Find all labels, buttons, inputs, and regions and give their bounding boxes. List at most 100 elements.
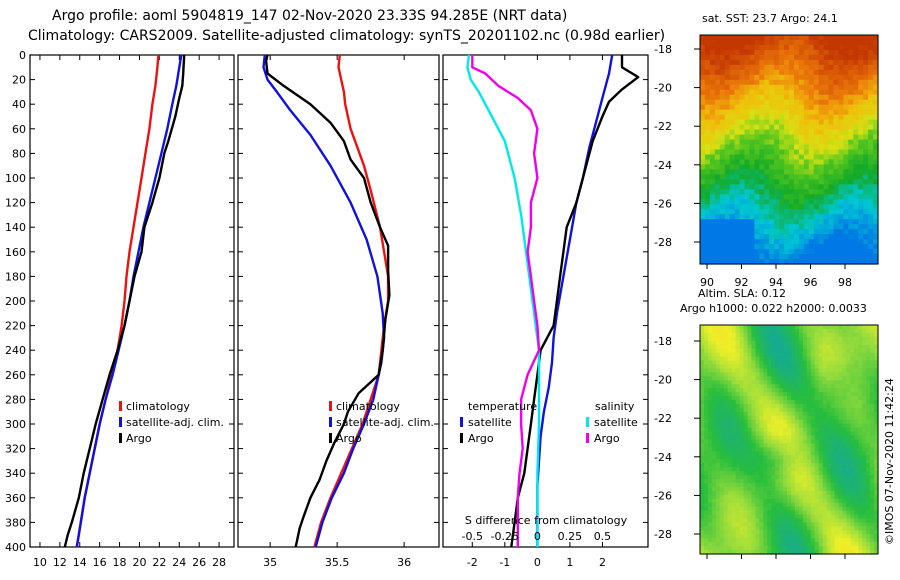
map-cell — [739, 244, 746, 250]
y-tick-label: 60 — [12, 123, 26, 136]
map-cell — [810, 372, 816, 377]
map-cell — [749, 139, 755, 146]
map-cell — [775, 463, 780, 468]
map-cell — [763, 419, 768, 425]
map-cell — [719, 455, 725, 460]
map-cell — [769, 234, 775, 240]
map-cell — [719, 463, 725, 468]
map-cell — [779, 423, 784, 429]
map-cell — [743, 463, 749, 468]
map-cell — [794, 443, 800, 448]
map-cell — [787, 451, 792, 456]
map-cell — [714, 84, 721, 91]
map-cell — [848, 189, 854, 195]
map-cell — [870, 506, 875, 512]
map-cell — [711, 356, 717, 362]
map-cell — [709, 139, 716, 146]
map-cell — [794, 526, 800, 531]
map-cell — [767, 530, 772, 535]
map-cell — [843, 169, 849, 175]
map-cell — [850, 498, 855, 504]
map-cell — [838, 494, 843, 500]
map-cell — [850, 467, 855, 472]
map-cell — [794, 388, 800, 393]
map-cell — [874, 463, 879, 468]
map-cell — [862, 380, 867, 385]
map-cell — [715, 486, 721, 492]
map-cell — [842, 348, 847, 354]
map-cell — [810, 396, 816, 401]
map-cell — [803, 54, 810, 61]
map-cell — [803, 234, 810, 240]
map-cell — [833, 109, 840, 116]
map-cell — [787, 471, 792, 476]
map-cell — [767, 494, 772, 500]
map-cell — [802, 534, 808, 539]
temperature-panel: 0204060801001201401601802002202402602803… — [5, 49, 235, 569]
map-cell — [727, 514, 733, 520]
map-cell — [700, 139, 706, 146]
map-cell — [853, 209, 859, 215]
map-cell — [779, 372, 784, 377]
plot-frame — [29, 54, 235, 548]
map-cell — [806, 542, 812, 547]
map-cell — [818, 435, 824, 441]
map-cell — [719, 35, 726, 41]
map-cell — [822, 396, 828, 401]
map-cell — [854, 542, 859, 547]
map-cell — [749, 244, 755, 250]
map-cell — [850, 475, 855, 480]
map-cell — [874, 419, 879, 425]
map-cell — [719, 199, 726, 205]
map-cell — [823, 164, 830, 171]
map-cell — [700, 239, 706, 245]
y-tick-label: 260 — [5, 369, 26, 382]
map-cell — [764, 219, 770, 225]
map-cell — [787, 530, 792, 535]
map-cell — [833, 154, 840, 161]
map-cell — [798, 447, 804, 452]
map-cell — [863, 49, 869, 56]
map-cell — [810, 522, 816, 527]
map-cell — [830, 463, 836, 468]
map-cell — [794, 380, 800, 385]
map-cell — [843, 104, 849, 111]
map-cell — [744, 189, 751, 195]
map-cell — [798, 204, 805, 210]
map-cell — [846, 435, 851, 441]
map-cell — [723, 372, 729, 377]
map-cell — [719, 467, 725, 472]
map-cell — [790, 447, 796, 452]
map-cell — [715, 518, 721, 524]
map-cell — [779, 109, 785, 116]
map-cell — [723, 546, 729, 551]
map-cell — [850, 459, 855, 464]
map-cell — [826, 352, 832, 358]
map-cell — [714, 64, 721, 71]
map-cell — [711, 435, 717, 441]
map-cell — [848, 59, 854, 66]
map-cell — [802, 530, 808, 535]
map-cell — [846, 364, 851, 370]
map-cell — [714, 134, 721, 141]
map-cell — [873, 159, 879, 166]
map-cell — [747, 463, 753, 468]
map-cell — [818, 451, 824, 456]
map-cell — [868, 119, 874, 126]
map-cell — [838, 518, 843, 524]
map-cell — [842, 419, 847, 425]
map-cell — [803, 134, 810, 141]
map-cell — [719, 534, 725, 539]
map-cell — [818, 530, 824, 535]
map-cell — [779, 114, 785, 121]
map-cell — [715, 340, 721, 346]
map-cell — [779, 344, 784, 350]
map-cell — [789, 59, 795, 66]
map-cell — [711, 510, 717, 516]
map-cell — [826, 344, 832, 350]
map-cell — [764, 229, 770, 235]
map-cell — [810, 431, 816, 437]
map-cell — [862, 388, 867, 393]
map-cell — [763, 447, 768, 452]
map-cell — [846, 498, 851, 504]
